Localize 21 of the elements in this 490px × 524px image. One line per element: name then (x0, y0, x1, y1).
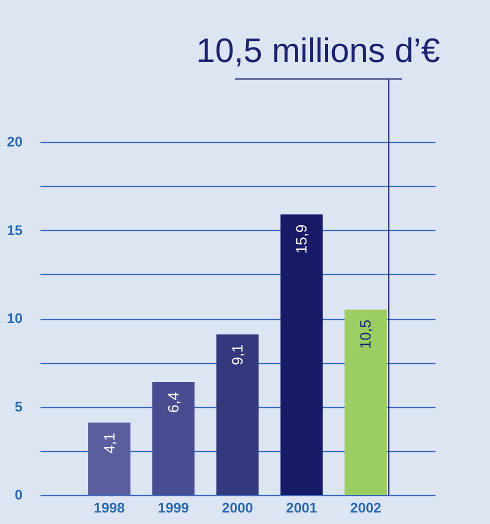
ref-line-label: 10,5 millions d’€ (196, 32, 440, 70)
bar (344, 310, 387, 495)
x-tick-label: 2001 (286, 500, 318, 516)
bar (280, 214, 323, 495)
y-tick-label: 20 (6, 134, 23, 150)
bar (152, 382, 195, 495)
bar (88, 422, 130, 495)
y-tick-label: 0 (14, 486, 23, 502)
bar (216, 334, 259, 495)
x-tick-label: 1998 (94, 500, 126, 516)
x-tick-label: 1999 (158, 500, 190, 516)
data-label: 4,1 (101, 432, 118, 454)
y-tick-label: 15 (6, 222, 23, 238)
y-tick-label: 5 (14, 398, 23, 414)
data-label: 9,1 (230, 344, 246, 366)
y-tick-label: 10 (6, 310, 23, 326)
data-label: 6,4 (165, 392, 182, 413)
data-label: 10,5 (358, 320, 375, 349)
data-label: 15,9 (294, 224, 311, 254)
x-tick-label: 2002 (350, 500, 382, 516)
x-tick-label: 2000 (222, 500, 254, 516)
